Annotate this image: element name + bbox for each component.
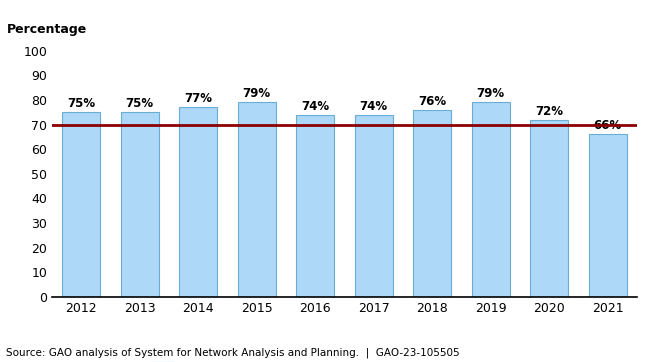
Bar	[472, 102, 510, 297]
Bar	[238, 102, 276, 297]
Text: 77%: 77%	[184, 92, 213, 105]
Text: 74%: 74%	[359, 100, 388, 113]
Text: Source: GAO analysis of System for Network Analysis and Planning.  |  GAO-23-105: Source: GAO analysis of System for Netwo…	[6, 348, 460, 358]
Bar	[530, 119, 568, 297]
Bar	[589, 134, 627, 297]
Bar	[413, 110, 451, 297]
Text: 79%: 79%	[476, 87, 505, 100]
Bar	[121, 112, 159, 297]
Text: 75%: 75%	[125, 97, 154, 110]
Text: 75%: 75%	[67, 97, 96, 110]
Legend: Utilization rate, Industry standard utilization rate: Utilization rate, Industry standard util…	[146, 357, 543, 362]
Bar	[296, 115, 334, 297]
Bar	[355, 115, 393, 297]
Text: 79%: 79%	[242, 87, 271, 100]
Text: 74%: 74%	[301, 100, 330, 113]
Text: 76%: 76%	[418, 95, 447, 108]
Bar	[62, 112, 100, 297]
Text: 72%: 72%	[535, 105, 564, 118]
Text: Percentage: Percentage	[6, 23, 86, 36]
Bar	[179, 107, 217, 297]
Text: 66%: 66%	[593, 119, 622, 132]
